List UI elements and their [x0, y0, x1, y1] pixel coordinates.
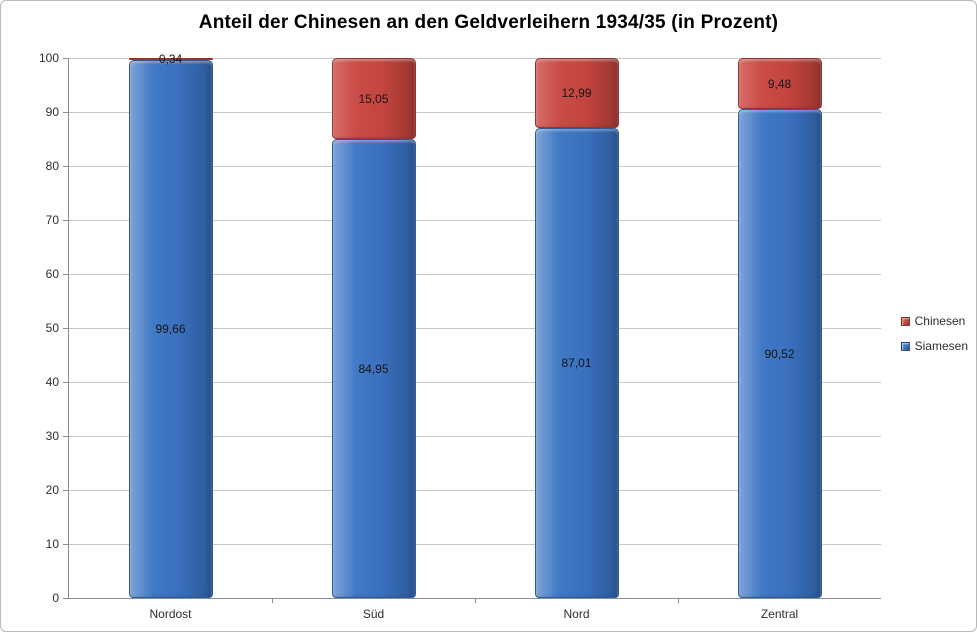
category-column: 99,66 0,34 Nordost: [69, 52, 272, 621]
data-label-siamesen: 90,52: [764, 346, 795, 361]
y-axis-tick: [63, 274, 69, 275]
gridline: [69, 544, 881, 545]
data-label-chinesen: 15,05: [358, 91, 389, 106]
category-column: 87,01 12,99 Nord: [475, 58, 678, 621]
x-axis-tick: [475, 598, 476, 603]
y-axis-label: 100: [38, 51, 59, 65]
gridline: [69, 274, 881, 275]
gridline: [69, 166, 881, 167]
bar-segment-chinesen: [534, 58, 619, 129]
legend-item-siamesen: Siamesen: [900, 339, 968, 353]
legend: Chinesen Siamesen: [900, 314, 968, 353]
y-axis-tick: [63, 436, 69, 437]
y-axis-tick: [63, 490, 69, 491]
gridline: [69, 328, 881, 329]
y-axis-label: 90: [45, 105, 59, 119]
category-column: 84,95 15,05 Süd: [272, 58, 475, 621]
y-axis-label: 40: [45, 375, 59, 389]
data-label-chinesen: 9,48: [767, 76, 792, 91]
y-axis-tick: [63, 112, 69, 113]
y-axis-label: 70: [45, 213, 59, 227]
gridline: [69, 220, 881, 221]
y-axis-label: 60: [45, 267, 59, 281]
plot-area: 0 10 20 30 40 50 60 70 80 90 100 99,66 0,34 Nordost 84…: [39, 51, 881, 621]
bar-segment-siamesen: [737, 109, 822, 598]
legend-marker-icon: [900, 341, 910, 351]
legend-label: Chinesen: [914, 314, 966, 328]
y-axis-label: 20: [45, 483, 59, 497]
legend-item-chinesen: Chinesen: [900, 314, 968, 328]
data-label-siamesen: 84,95: [358, 361, 389, 376]
y-axis-tick: [63, 328, 69, 329]
y-axis-tick: [63, 58, 69, 59]
y-axis-tick: [63, 544, 69, 545]
x-axis-label: Nord: [563, 607, 590, 621]
y-axis-label: 10: [45, 537, 59, 551]
gridline: [69, 58, 881, 59]
y-axis-label: 50: [45, 321, 59, 335]
x-axis-label: Süd: [362, 607, 385, 621]
bar-segment-siamesen: [534, 128, 619, 598]
x-axis-label: Zentral: [760, 607, 799, 621]
data-label-chinesen: 12,99: [561, 86, 592, 101]
data-label-siamesen: 87,01: [561, 356, 592, 371]
x-axis-label: Nordost: [149, 607, 192, 621]
data-label-siamesen: 99,66: [155, 321, 186, 336]
y-axis-label: 80: [45, 159, 59, 173]
y-axis-tick: [63, 382, 69, 383]
bar-segment-chinesen: [128, 57, 213, 60]
gridline: [69, 382, 881, 383]
y-axis-label: 0: [52, 591, 59, 605]
bar-segment-siamesen: [128, 59, 213, 598]
y-axis-tick: [63, 598, 69, 599]
gridline: [69, 436, 881, 437]
bar-segment-chinesen: [737, 58, 822, 110]
legend-label: Siamesen: [914, 339, 968, 353]
x-axis-tick: [678, 598, 679, 603]
bar-segment-siamesen: [331, 139, 416, 598]
chart-title: Anteil der Chinesen an den Geldverleiher…: [198, 12, 779, 33]
y-axis-tick: [63, 220, 69, 221]
x-axis-tick: [272, 598, 273, 603]
category-column: 90,52 9,48 Zentral: [678, 58, 881, 621]
data-label-chinesen: 0,34: [158, 51, 183, 66]
y-axis-label: 30: [45, 429, 59, 443]
y-axis-tick: [63, 166, 69, 167]
bar-segment-chinesen: [331, 58, 416, 140]
gridline: [69, 112, 881, 113]
gridline: [69, 490, 881, 491]
legend-marker-icon: [900, 316, 910, 326]
